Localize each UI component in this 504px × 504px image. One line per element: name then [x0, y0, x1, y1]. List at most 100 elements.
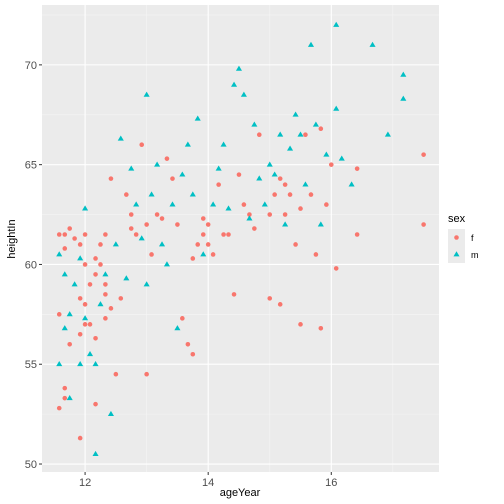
point-f: [190, 256, 196, 261]
point-m: [56, 361, 63, 367]
point-f: [303, 132, 308, 138]
point-m: [77, 361, 84, 367]
point-m: [112, 241, 119, 247]
point-f: [200, 216, 206, 221]
point-m: [148, 191, 155, 197]
point-f: [231, 292, 237, 297]
point-f: [87, 322, 93, 327]
y-tick-label: 60: [25, 259, 37, 271]
point-m: [400, 71, 407, 77]
point-f: [113, 371, 119, 377]
point-m: [282, 221, 289, 227]
point-f: [236, 172, 242, 177]
point-f: [93, 256, 98, 261]
point-m: [66, 394, 73, 401]
y-axis-title: heightIn: [6, 219, 18, 258]
point-f: [93, 335, 98, 341]
point-f: [195, 242, 201, 247]
point-f: [267, 212, 273, 217]
point-f: [354, 232, 360, 237]
point-m: [133, 201, 140, 207]
point-m: [77, 255, 84, 261]
point-m: [102, 271, 109, 277]
y-tick-label: 55: [25, 359, 37, 371]
point-f: [62, 246, 68, 251]
point-m: [86, 351, 94, 357]
point-m: [235, 65, 242, 71]
y-tick-label: 70: [25, 60, 37, 72]
point-f: [82, 322, 88, 327]
point-m: [338, 155, 345, 161]
point-f: [62, 385, 68, 391]
point-f: [328, 162, 334, 167]
point-m: [369, 41, 376, 47]
point-f: [144, 371, 149, 377]
point-f: [216, 182, 221, 187]
point-f: [67, 226, 72, 231]
point-f: [421, 152, 426, 157]
point-f: [170, 176, 175, 181]
point-m: [189, 191, 196, 197]
point-f: [62, 232, 68, 237]
point-m: [163, 261, 170, 267]
point-f: [226, 232, 231, 237]
point-m: [348, 181, 355, 187]
x-axis-title: ageYear: [220, 487, 261, 499]
point-f: [103, 282, 108, 287]
point-m: [292, 111, 299, 117]
point-f: [287, 192, 293, 197]
point-f: [82, 262, 88, 267]
point-f: [103, 292, 108, 297]
point-f: [282, 182, 288, 187]
point-m: [107, 410, 114, 417]
point-f: [128, 226, 134, 231]
point-f: [185, 341, 191, 347]
point-f: [164, 156, 170, 161]
point-m: [210, 201, 217, 207]
point-f: [133, 232, 139, 237]
major-gridlines: [42, 5, 439, 472]
point-f: [56, 312, 62, 317]
point-f: [298, 322, 303, 327]
point-m: [251, 121, 258, 127]
point-f: [154, 212, 160, 217]
point-m: [61, 271, 68, 277]
point-f: [180, 316, 185, 321]
point-f: [56, 405, 62, 411]
point-f: [205, 242, 211, 247]
point-f: [98, 262, 103, 267]
point-m: [256, 175, 263, 181]
x-tick-label: 16: [325, 477, 337, 489]
legend-label-m: m: [471, 250, 479, 260]
point-m: [97, 301, 104, 307]
point-f: [247, 212, 252, 217]
point-f: [318, 126, 324, 132]
point-f: [56, 232, 62, 237]
point-f: [256, 132, 262, 138]
point-f: [124, 192, 129, 197]
point-f: [82, 232, 88, 237]
point-f: [308, 192, 314, 197]
point-m: [220, 141, 227, 147]
point-f: [318, 326, 324, 331]
point-f: [267, 296, 273, 301]
point-m: [174, 325, 181, 331]
point-m: [261, 201, 268, 207]
x-tick-label: 14: [202, 477, 214, 489]
point-f: [277, 302, 283, 307]
point-m: [169, 201, 176, 207]
point-f: [175, 222, 180, 227]
point-f: [77, 331, 83, 337]
point-f: [144, 222, 149, 227]
point-m: [231, 81, 238, 87]
point-f: [93, 401, 98, 407]
x-tick-label: 12: [79, 477, 91, 489]
point-m: [154, 161, 161, 167]
point-m: [240, 91, 247, 97]
point-m: [323, 151, 330, 157]
plot-panel: [42, 5, 439, 472]
point-m: [194, 115, 201, 121]
point-f: [252, 226, 257, 231]
point-m: [82, 315, 89, 321]
point-f: [93, 272, 98, 277]
